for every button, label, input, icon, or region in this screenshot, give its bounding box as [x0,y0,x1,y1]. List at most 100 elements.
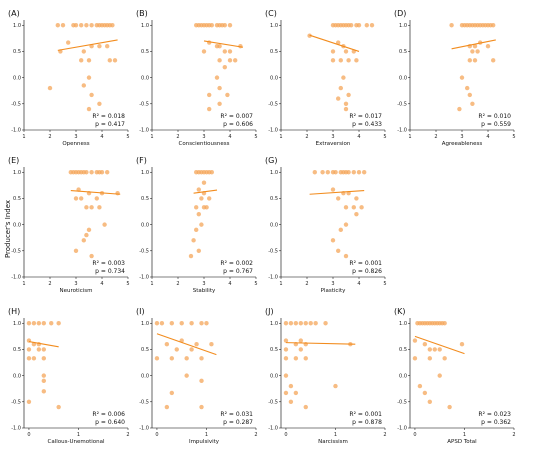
x-tick-label: 1 [77,432,80,438]
data-point [470,101,475,107]
data-point [346,58,351,63]
data-point [199,378,204,384]
p-value-label: p = 0.734 [95,268,125,275]
x-tick-label: 1 [279,134,282,140]
data-point [333,170,338,175]
data-point [56,321,61,326]
data-point [204,321,209,326]
p-value-label: p = 0.826 [352,268,382,275]
data-point [86,75,92,80]
data-point [338,58,343,63]
x-axis-label: Conscientiousness [179,141,230,147]
data-point [184,356,189,361]
r-squared-label: R² = 0.003 [92,260,125,267]
data-point [293,390,299,396]
data-point [227,49,233,54]
x-tick-label: 1 [334,432,337,438]
x-tick-label: 5 [126,134,129,140]
data-point [467,92,472,98]
data-point [97,205,102,210]
data-point [225,92,230,98]
data-point [472,43,478,49]
data-point [298,321,304,326]
data-point [437,373,442,378]
x-tick-label: 1 [205,432,208,438]
data-point [26,321,32,326]
data-point [356,170,362,175]
x-tick-label: 3 [331,281,334,287]
data-point [442,321,447,326]
data-point [417,383,423,389]
data-point [330,58,336,63]
data-point [86,106,92,112]
data-point [293,321,299,326]
x-tick-label: 2 [126,432,129,438]
x-tick-label: 0 [155,432,158,438]
regression-line [309,34,360,52]
y-tick-label: -1.0 [268,128,278,134]
panel-label: (B) [136,9,148,18]
x-tick-label: 3 [331,134,334,140]
x-tick-label: 1 [22,281,25,287]
panel-label: (K) [394,307,406,316]
x-axis-label: Callous-Unemotional [47,439,104,445]
data-point [56,404,61,410]
y-tick-label: 0.5 [141,196,149,202]
panel-label: (E) [8,156,19,165]
data-point [312,170,317,175]
data-point [338,85,343,91]
data-point [343,106,349,112]
panel-k: (K) -1.0 -0.5 0.0 0.5 1.0 0 1 2 APSD Total R² = 0.… [394,307,516,445]
data-point [343,101,349,107]
data-point [330,187,336,192]
data-point [467,58,472,63]
data-point [154,356,160,361]
x-tick-label: 1 [150,281,153,287]
x-axis-label: Agreeableness [442,141,483,147]
data-point [359,205,364,210]
data-point [102,222,107,227]
data-point [449,23,454,28]
data-point [303,404,308,410]
data-point [447,404,452,410]
x-tick-label: 4 [228,134,231,140]
y-tick-label: 1.0 [141,170,149,176]
data-point [169,390,175,396]
data-point [217,58,222,63]
regression-line [203,40,244,48]
panel-g: (G) -1.0 -0.5 0.0 0.5 1.0 1 2 3 4 5 Plasticity R² = … [265,156,387,294]
x-tick-label: 5 [512,134,515,140]
data-point [86,58,92,63]
panel-e: (E) -1.0 -0.5 0.0 0.5 1.0 1 2 3 4 5 Neuroticism R² =… [8,156,130,294]
data-point [222,49,227,54]
regression-line [28,341,59,348]
panel-label: (D) [394,9,406,18]
y-tick-label: -0.5 [139,249,149,255]
data-point [422,341,428,347]
data-point [298,338,304,343]
data-point [81,238,87,243]
y-tick-label: 1.0 [270,170,278,176]
panel-b: (B) -1.0 -0.5 0.0 0.5 1.0 1 2 3 4 5 Conscientiousne… [136,9,258,147]
r-squared-label: R² = 0.017 [349,113,382,120]
data-point [41,373,47,378]
y-tick-label: -1.0 [11,128,21,134]
p-value-label: p = 0.878 [352,419,382,426]
data-point [26,399,32,405]
data-point [41,389,47,394]
data-point [437,347,442,352]
data-point [26,347,32,352]
y-tick-label: -0.5 [11,102,21,108]
data-point [31,321,37,326]
data-point [217,43,222,49]
data-point [432,347,437,352]
x-tick-label: 4 [357,281,360,287]
y-tick-label: 0.0 [13,75,21,81]
x-tick-label: 5 [383,281,386,287]
data-point [465,85,470,91]
data-point [283,356,289,361]
data-point [97,101,102,107]
regression-line [156,333,217,356]
data-point [207,106,212,112]
p-value-label: p = 0.417 [95,121,125,128]
